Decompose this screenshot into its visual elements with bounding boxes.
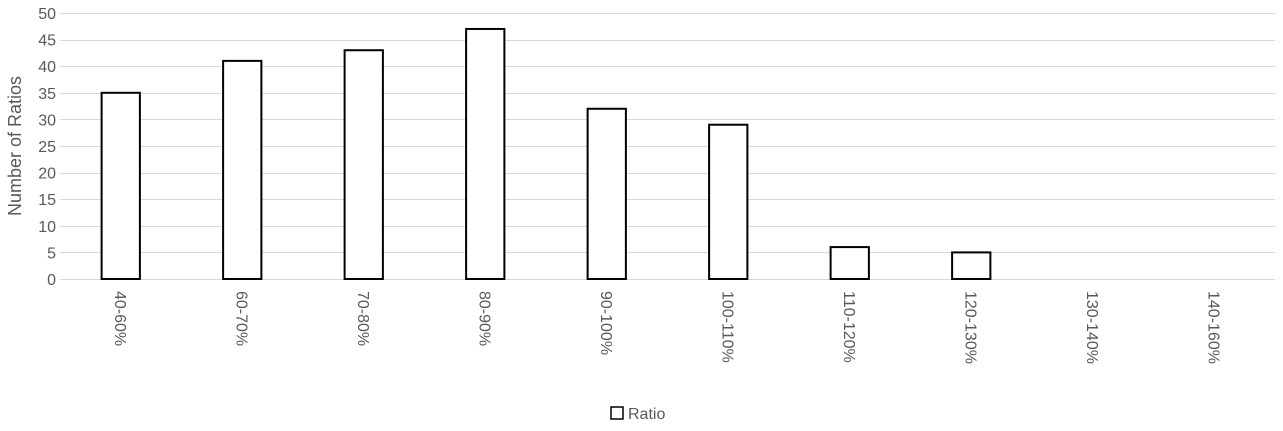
y-tick-label: 5 — [47, 245, 56, 262]
x-tick-label: 40-60% — [111, 291, 128, 346]
x-tick-label: 80-90% — [475, 291, 492, 346]
bar — [708, 123, 749, 280]
x-tick-label: 60-70% — [232, 291, 249, 346]
bar — [222, 59, 263, 280]
x-tick-label: 100-110% — [718, 291, 735, 363]
x-tick-label: 110-120% — [840, 291, 857, 363]
y-tick-label: 35 — [38, 86, 56, 103]
y-tick-label: 15 — [38, 192, 56, 209]
legend-swatch — [610, 406, 624, 420]
bar — [343, 49, 384, 280]
x-tick-label: 140-160% — [1204, 291, 1221, 364]
x-tick-label: 70-80% — [354, 291, 371, 346]
bar — [100, 91, 141, 280]
gridlines — [60, 13, 1275, 280]
y-axis-ticks: 0 5 10 15 20 25 30 35 40 45 50 — [38, 6, 56, 289]
x-tick-label: 90-100% — [597, 291, 614, 355]
legend: Ratio — [610, 406, 665, 423]
y-tick-label: 10 — [38, 219, 56, 236]
x-tick-label: 130-140% — [1083, 291, 1100, 364]
x-tick-label: 120-130% — [961, 291, 978, 364]
legend-label: Ratio — [628, 406, 665, 423]
y-tick-label: 45 — [38, 33, 56, 50]
bar — [465, 27, 506, 280]
y-tick-label: 50 — [38, 6, 56, 23]
y-tick-label: 0 — [47, 272, 56, 289]
x-axis-ticks: 40-60% 60-70% 70-80% 80-90% 90-100% 100-110% 1… — [111, 291, 1222, 364]
bar — [829, 246, 870, 281]
bar — [586, 107, 627, 281]
y-tick-label: 40 — [38, 59, 56, 76]
bars — [100, 27, 992, 281]
bar — [951, 251, 992, 280]
y-tick-label: 25 — [38, 139, 56, 156]
y-axis-title: Number of Ratios — [5, 76, 25, 216]
y-tick-label: 30 — [38, 112, 56, 129]
y-tick-label: 20 — [38, 166, 56, 183]
